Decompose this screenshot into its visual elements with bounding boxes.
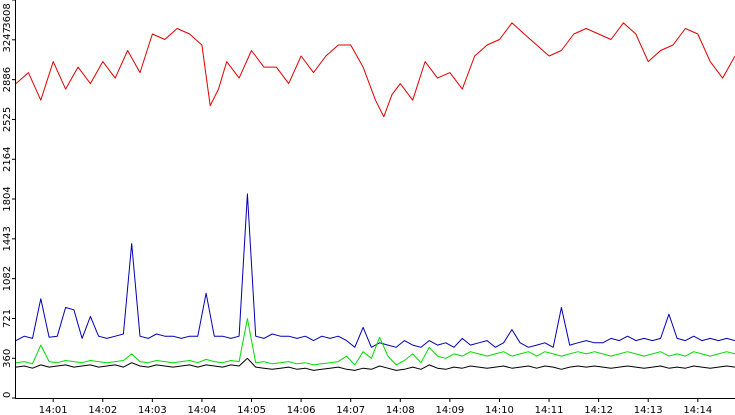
x-tick-label: 14:12: [584, 405, 613, 415]
x-tick-label: 14:05: [237, 405, 266, 415]
x-tick-label: 14:08: [386, 405, 415, 415]
x-tick-label: 14:06: [287, 405, 316, 415]
y-tick-label: 1443: [2, 226, 13, 251]
x-tick-label: 14:07: [336, 405, 365, 415]
x-tick-label: 14:09: [435, 405, 464, 415]
x-tick-label: 14:13: [634, 405, 663, 415]
y-tick-label: 2164: [2, 147, 13, 172]
x-tick-label: 14:04: [188, 405, 217, 415]
y-tick-label: 1804: [2, 186, 13, 211]
y-tick-label: 3608: [2, 3, 13, 28]
y-tick-label: 360: [2, 349, 13, 368]
x-tick-label: 14:01: [39, 405, 68, 415]
y-tick-label: 721: [2, 309, 13, 328]
y-tick-label: 3247: [2, 27, 13, 52]
x-tick-label: 14:02: [88, 405, 117, 415]
y-tick-label: 1082: [2, 266, 13, 291]
y-tick-label: 0: [2, 392, 13, 398]
x-tick-label: 14:10: [485, 405, 514, 415]
x-tick-label: 14:03: [138, 405, 167, 415]
x-tick-label: 14:11: [535, 405, 564, 415]
y-tick-label: 2525: [2, 107, 13, 132]
y-tick-label: 2886: [2, 67, 13, 92]
x-tick-label: 14:14: [683, 405, 712, 415]
